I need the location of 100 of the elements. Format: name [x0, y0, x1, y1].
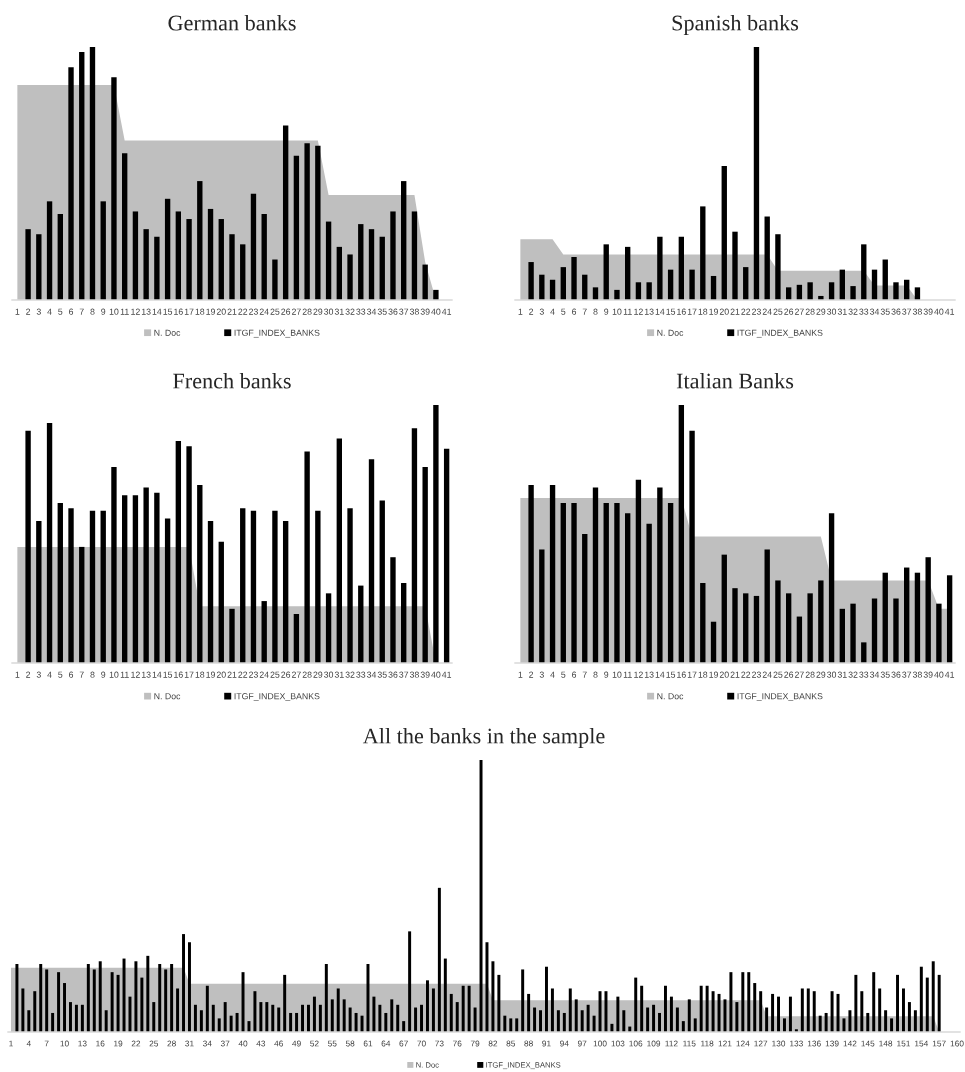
x-tick-label: 13 [141, 671, 151, 678]
x-tick-label: 37 [399, 308, 409, 315]
bar [693, 1018, 697, 1032]
x-tick-label: 130 [772, 1040, 786, 1047]
bar [735, 1002, 739, 1032]
bar [461, 985, 465, 1032]
bar [229, 234, 235, 300]
x-tick-label: 7 [79, 671, 84, 678]
bar [854, 974, 858, 1032]
bar [622, 1010, 626, 1032]
x-tick-label: 1 [15, 308, 20, 315]
x-tick-label: 8 [593, 308, 598, 315]
bar [675, 1007, 679, 1032]
bar [240, 244, 246, 300]
x-tick-label: 15 [163, 308, 173, 315]
bar [527, 993, 531, 1032]
bar [25, 430, 31, 663]
x-tick-label: 25 [773, 671, 783, 678]
chart-title: German banks [168, 14, 296, 31]
bar [711, 991, 715, 1032]
bar [634, 977, 638, 1032]
bar [700, 583, 706, 663]
bar [283, 974, 287, 1032]
bar [842, 1018, 846, 1032]
x-tick-label: 7 [582, 308, 587, 315]
x-tick-label: 20 [719, 671, 729, 678]
x-tick-label: 154 [915, 1040, 929, 1047]
x-tick-label: 133 [790, 1040, 803, 1047]
bar [57, 972, 61, 1032]
bar [199, 1010, 203, 1032]
x-tick-label: 118 [701, 1040, 714, 1047]
bar [882, 259, 888, 300]
bar [839, 608, 845, 663]
bar [347, 254, 353, 300]
x-tick-label: 36 [891, 671, 901, 678]
bar [884, 1010, 888, 1032]
x-tick-label: 38 [409, 308, 419, 315]
x-tick-label: 18 [195, 308, 205, 315]
x-tick-label: 43 [256, 1040, 266, 1047]
x-tick-label: 1 [9, 1040, 13, 1047]
bar [904, 567, 910, 663]
x-tick-label: 19 [206, 308, 215, 315]
x-tick-label: 39 [420, 671, 430, 678]
x-tick-label: 55 [327, 1040, 337, 1047]
bar [818, 1015, 822, 1032]
chart-title: French banks [173, 372, 291, 389]
bar [571, 503, 577, 663]
x-tick-label: 12 [634, 671, 643, 678]
bar [604, 991, 608, 1032]
x-tick-label: 25 [149, 1040, 159, 1047]
x-tick-label: 37 [902, 671, 912, 678]
x-tick-label: 13 [644, 671, 654, 678]
x-tick-label: 8 [90, 308, 95, 315]
x-tick-label: 14 [152, 308, 162, 315]
x-tick-label: 22 [238, 671, 248, 678]
x-tick-label: 7 [582, 671, 587, 678]
bar [433, 405, 439, 663]
x-tick-label: 4 [550, 308, 555, 315]
bar [678, 405, 685, 663]
x-tick-label: 145 [861, 1040, 875, 1047]
bar [293, 613, 300, 663]
bar [646, 1007, 650, 1032]
bar [764, 216, 770, 300]
bar [571, 256, 577, 300]
bar [753, 47, 760, 300]
bar [705, 985, 709, 1032]
bar [152, 1002, 156, 1032]
bar [550, 988, 554, 1032]
x-tick-label: 26 [784, 308, 794, 315]
bar [315, 510, 321, 663]
bar [657, 236, 663, 300]
x-tick-label: 1 [518, 308, 523, 315]
x-tick-label: 4 [47, 671, 52, 678]
x-tick-label: 16 [174, 308, 183, 315]
bar [143, 487, 149, 663]
x-tick-label: 25 [270, 671, 280, 678]
x-tick-label: 4 [550, 671, 555, 678]
chart-title: All the banks in the sample [362, 727, 605, 749]
bar [358, 224, 364, 300]
bar [603, 503, 609, 663]
x-tick-label: 8 [593, 671, 598, 678]
x-tick-label: 22 [238, 308, 248, 315]
bar [401, 181, 407, 300]
bar [304, 451, 310, 663]
bar [901, 988, 905, 1032]
legend-label: N. Doc [154, 693, 181, 700]
x-tick-label: 12 [131, 308, 140, 315]
x-tick-label: 85 [506, 1040, 516, 1047]
bar [729, 972, 733, 1032]
x-tick-label: 13 [644, 308, 654, 315]
bar [925, 557, 931, 663]
bar [721, 554, 727, 663]
bar [116, 974, 120, 1032]
x-tick-label: 24 [259, 308, 269, 315]
bar [850, 603, 856, 663]
bar [272, 259, 278, 300]
bar [422, 466, 428, 663]
x-tick-label: 29 [313, 671, 323, 678]
bar [193, 1004, 197, 1032]
x-tick-label: 13 [141, 308, 151, 315]
